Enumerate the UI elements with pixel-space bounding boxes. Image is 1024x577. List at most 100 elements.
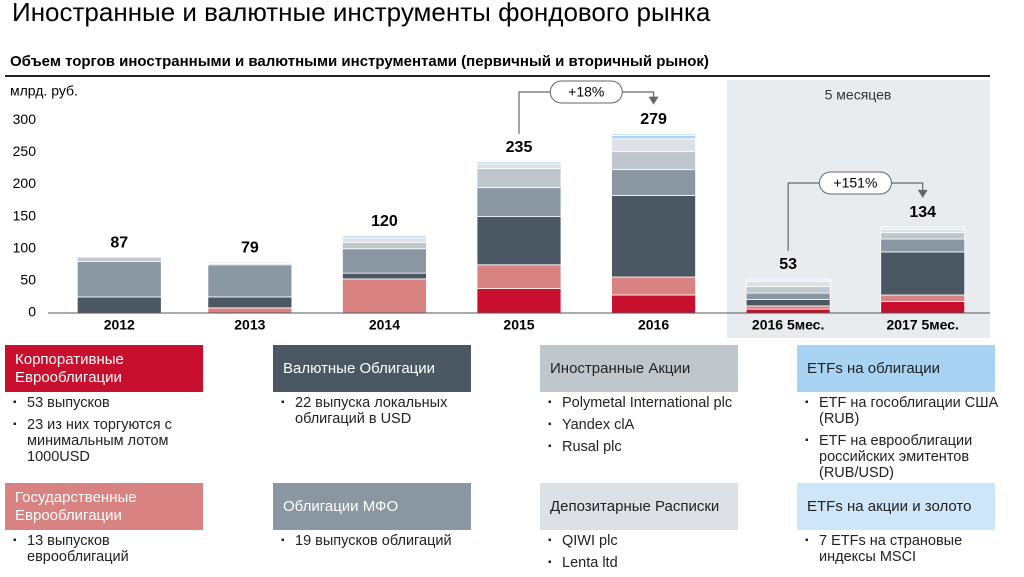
legend-item: Lenta ltd: [548, 555, 742, 571]
bar-segment: [207, 307, 293, 314]
total-label: 79: [241, 239, 259, 256]
period-label: 5 месяцев: [825, 87, 892, 103]
legend-item: Rusal plc: [548, 439, 742, 455]
legend-item: 22 выпуска локальных облигаций в USD: [281, 395, 475, 427]
bar-segment: [76, 261, 162, 298]
growth-arrow: [648, 96, 659, 105]
bar-segment: [745, 292, 831, 300]
legend-item: Polymetal International plc: [548, 395, 742, 411]
x-tick-label: 2014: [369, 317, 400, 333]
total-label: 120: [371, 213, 398, 230]
legend-box: Облигации МФО: [273, 483, 471, 530]
bar-segment: [476, 216, 562, 266]
legend-item: 23 из них торгуются с минимальным лотом …: [13, 417, 207, 465]
growth-bubble: [549, 80, 623, 104]
legend-box: Иностранные Акции: [540, 345, 738, 392]
total-label: 279: [640, 111, 667, 128]
y-tick-label: 100: [13, 239, 37, 255]
y-tick-label: 50: [20, 272, 36, 288]
legend-box: Депозитарные Расписки: [540, 483, 738, 530]
legend-item: 19 выпусков облигаций: [281, 533, 475, 549]
legend-items: 13 выпусков еврооблигаций: [7, 533, 207, 571]
bar-segment: [880, 238, 966, 253]
bar-segment: [207, 264, 293, 298]
bar-segment: [207, 296, 293, 309]
x-tick-label: 2016 5мес.: [752, 317, 824, 333]
bar-segment: [745, 278, 831, 281]
bar-segment: [611, 169, 696, 196]
bar-segment: [342, 237, 427, 243]
legend-item: QIWI plc: [548, 533, 742, 549]
legend-items: 22 выпуска локальных облигаций в USD: [275, 395, 475, 433]
legend-item: ETF на гособлигации США (RUB): [805, 395, 999, 427]
bar-segment: [611, 294, 696, 314]
bar-segment: [76, 256, 162, 262]
legend-item: 13 выпусков еврооблигаций: [13, 533, 207, 565]
bar-segment: [476, 163, 562, 169]
bar-segment: [880, 294, 966, 302]
bar-segment: [880, 232, 966, 240]
bar-segment: [611, 276, 696, 296]
legend-items: ETF на гособлигации США (RUB) ETF на евро…: [799, 395, 999, 487]
legend-box: Валютные Облигации: [273, 345, 471, 392]
y-tick-label: 0: [28, 304, 36, 320]
y-tick-label: 250: [13, 143, 37, 159]
legend-item: 7 ETFs на страновые индексы MSCI: [805, 533, 999, 565]
legend-items: Polymetal International plc Yandex clA Rus…: [542, 395, 742, 461]
bar-segment: [476, 167, 562, 189]
total-label: 134: [909, 204, 936, 221]
bar-segment: [880, 229, 966, 234]
legend-item: ETF на еврооблигации российских эмитенто…: [805, 433, 999, 481]
bar-segment: [611, 194, 696, 278]
y-axis-label: млрд. руб.: [10, 83, 78, 99]
growth-label: +18%: [568, 84, 604, 100]
bar-segment: [76, 296, 162, 314]
bar-segment: [880, 251, 966, 296]
bar-segment: [745, 299, 831, 307]
legend-items: 53 выпусков 23 из них торгуются с минимал…: [7, 395, 207, 471]
chart-title: Иностранные и валютные инструменты фондо…: [12, 0, 711, 27]
y-tick-label: 200: [13, 175, 37, 191]
bar-segment: [342, 235, 427, 239]
legend-box: ETFs на акции и золото: [797, 483, 995, 530]
legend-box: ETFs на облигации: [797, 345, 995, 392]
y-tick-label: 150: [13, 207, 37, 223]
bar-segment: [611, 138, 696, 153]
bar-segment: [476, 288, 562, 314]
x-tick-label: 2015: [503, 317, 534, 333]
bar-segment: [476, 187, 562, 217]
growth-arrow: [917, 189, 928, 198]
x-tick-label: 2012: [104, 317, 135, 333]
bar-segment: [342, 278, 427, 314]
legend-item: Yandex clA: [548, 417, 742, 433]
bar-segment: [611, 133, 696, 136]
chart-subtitle: Объем торгов иностранными и валютными ин…: [10, 53, 709, 70]
legend-items: 19 выпусков облигаций: [275, 533, 475, 555]
total-label: 87: [110, 234, 128, 251]
bar-segment: [342, 248, 427, 274]
bar-segment: [207, 261, 293, 264]
legend-items: QIWI plc Lenta ltd: [542, 533, 742, 577]
growth-label: +151%: [833, 175, 877, 191]
legend-box: Государственные Еврооблигации: [5, 483, 203, 530]
x-tick-label: 2013: [234, 317, 265, 333]
bar-segment: [745, 281, 831, 288]
bar-segment: [745, 286, 831, 294]
bar-segment: [745, 308, 831, 314]
total-label: 53: [779, 256, 797, 273]
bar-segment: [880, 226, 966, 229]
bar-segment: [342, 272, 427, 280]
bar-segment: [611, 135, 696, 140]
bar-segment: [476, 264, 562, 289]
bar-segment: [342, 241, 427, 250]
total-label: 235: [506, 139, 533, 156]
bar-segment: [745, 305, 831, 310]
bar-segment: [880, 301, 966, 314]
legend-items: 7 ETFs на страновые индексы MSCI: [799, 533, 999, 571]
bar-segment: [611, 151, 696, 171]
bar-segment: [476, 161, 562, 165]
y-tick-label: 300: [13, 111, 37, 127]
growth-bubble: [818, 171, 892, 195]
legend-box: Корпоративные Еврооблигации: [5, 345, 203, 392]
